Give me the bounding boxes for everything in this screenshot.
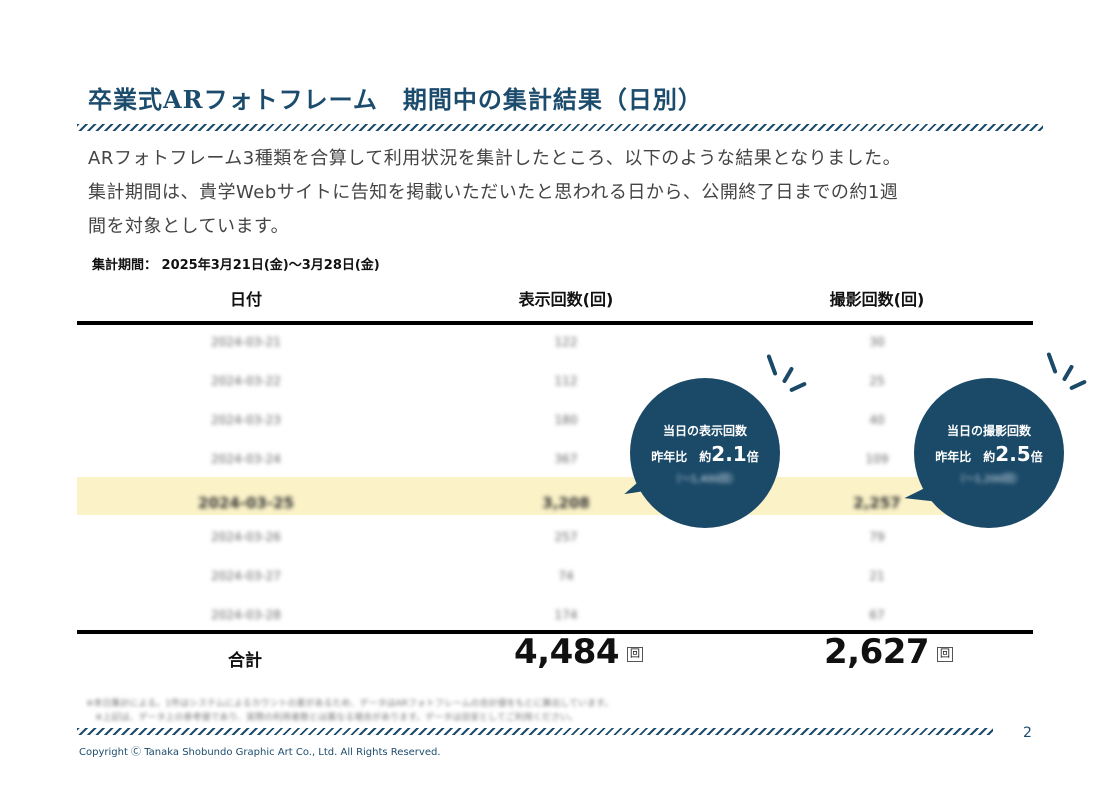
table-cell-views: 180 [554, 413, 578, 427]
emphasis-mark [1046, 351, 1058, 375]
emphasis-mark [781, 366, 795, 384]
table-cell-views: 3,208 [542, 494, 590, 512]
table-cell-date: 2024-03-24 [211, 452, 281, 466]
copyright: Copyright Ⓒ Tanaka Shobundo Graphic Art … [79, 747, 441, 758]
footnote: ※本日集計による。1件はシステムによるカウントの差があるため、データはARフォト… [86, 697, 613, 725]
page-number: 2 [1023, 725, 1032, 741]
total-views-value: 4,484 [514, 632, 620, 672]
views-callout: 当日の表示回数 昨年比 約2.1倍 （～1,400回） [630, 378, 780, 528]
table-cell-shots: 25 [869, 374, 885, 388]
header-shots: 撮影回数(回) [829, 290, 925, 309]
intro-line: ARフォトフレーム3種類を合算して利用状況を集計したところ、以下のような結果とな… [88, 148, 902, 169]
callout-note: （～1,400回） [670, 474, 740, 485]
total-label: 合計 [228, 651, 262, 671]
table-cell-views: 112 [554, 374, 578, 388]
table-cell-shots: 109 [865, 452, 889, 466]
footer-divider [77, 728, 993, 735]
table-cell-date: 2024-03-27 [211, 569, 281, 583]
table-cell-shots: 21 [869, 569, 885, 583]
table-cell-date: 2024-03-28 [211, 608, 281, 622]
total-views: 4,484 回 [514, 632, 644, 672]
table-cell-shots: 67 [869, 608, 885, 622]
emphasis-mark [766, 353, 778, 377]
header-date: 日付 [229, 290, 263, 309]
table-cell-date: 2024-03-22 [211, 374, 281, 388]
emphasis-mark [788, 381, 808, 393]
intro-text: ARフォトフレーム3種類を合算して利用状況を集計したところ、以下のような結果とな… [88, 142, 1048, 244]
emphasis-mark [1068, 379, 1088, 391]
unit-badge: 回 [627, 647, 644, 662]
shots-callout: 当日の撮影回数 昨年比 約2.5倍 （～1,200回） [914, 378, 1064, 528]
callout-title: 当日の表示回数 [662, 424, 747, 438]
total-shots: 2,627 回 [824, 632, 954, 672]
total-shots-value: 2,627 [824, 632, 930, 672]
table-cell-views: 122 [554, 335, 578, 349]
callout-title: 当日の撮影回数 [946, 424, 1031, 438]
table-cell-date: 2024-03-25 [198, 494, 294, 512]
footnote-line: ※本日集計による。1件はシステムによるカウントの差があるため、データはARフォト… [86, 699, 614, 709]
footnote-line: ※上記は、データ上の参考値であり、実際の利用者数とは異なる場合があります。データ… [86, 713, 578, 723]
table-cell-views: 367 [554, 452, 578, 466]
intro-line: 集計期間は、貴学Webサイトに告知を掲載いただいたと思われる日から、公開終了日ま… [88, 182, 899, 203]
callout-ratio: 昨年比 約2.5倍 [935, 442, 1043, 466]
table-cell-views: 257 [554, 530, 578, 544]
table-cell-shots: 40 [869, 413, 885, 427]
unit-badge: 回 [937, 647, 954, 662]
table-cell-views: 74 [558, 569, 574, 583]
table-cell-date: 2024-03-26 [211, 530, 281, 544]
table-cell-date: 2024-03-21 [211, 335, 281, 349]
highlight-row [77, 477, 1033, 515]
table-bottom-rule [77, 630, 1033, 634]
emphasis-mark [1061, 364, 1075, 382]
callout-ratio: 昨年比 約2.1倍 [651, 442, 759, 466]
intro-line: 間を対象としています。 [88, 216, 290, 237]
callout-note: （～1,200回） [954, 474, 1024, 485]
title-divider [77, 124, 1043, 131]
table-cell-shots: 30 [869, 335, 885, 349]
period-label: 集計期間： 2025年3月21日(金)～3月28日(金) [92, 258, 380, 273]
table-cell-date: 2024-03-23 [211, 413, 281, 427]
header-views: 表示回数(回) [518, 290, 614, 309]
table-cell-shots: 79 [869, 530, 885, 544]
table-cell-views: 174 [554, 608, 578, 622]
table-top-rule [77, 321, 1033, 325]
page-title: 卒業式ARフォトフレーム 期間中の集計結果（日別） [88, 85, 703, 114]
table-cell-shots: 2,257 [853, 494, 901, 512]
